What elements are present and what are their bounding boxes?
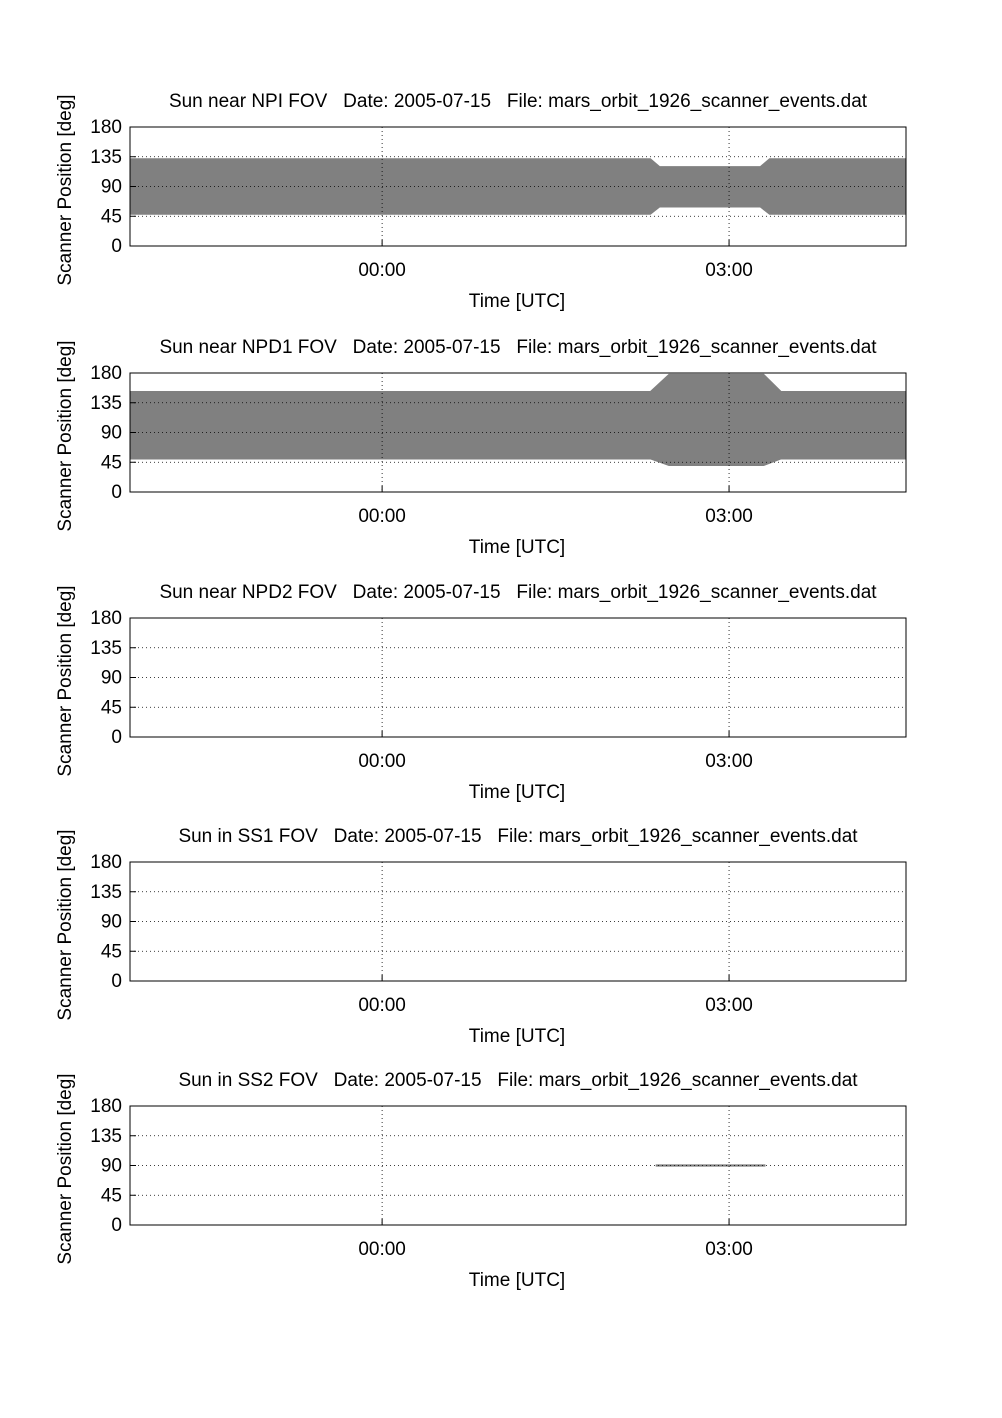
x-tick-label: 03:00: [705, 260, 753, 281]
x-tick-label: 00:00: [358, 995, 406, 1016]
y-tick-label: 180: [90, 363, 122, 384]
y-tick-label: 90: [101, 668, 122, 689]
y-tick-label: 90: [101, 912, 122, 933]
y-tick-label: 90: [101, 177, 122, 198]
plot-frame: [129, 126, 907, 247]
y-tick-label: 45: [101, 206, 122, 227]
y-axis-label: Scanner Position [deg]: [55, 1073, 76, 1264]
y-tick-label: 45: [101, 452, 122, 473]
x-axis-label: Time [UTC]: [469, 291, 565, 312]
x-tick-label: 00:00: [358, 751, 406, 772]
plot-frame: [129, 1105, 907, 1226]
y-tick-label: 135: [90, 147, 122, 168]
y-tick-label: 135: [90, 882, 122, 903]
y-tick-label: 45: [101, 1185, 122, 1206]
x-tick-label: 03:00: [705, 1239, 753, 1260]
chart-title: Sun in SS1 FOV Date: 2005-07-15 File: ma…: [178, 826, 858, 847]
chart-title: Sun near NPI FOV Date: 2005-07-15 File: …: [169, 91, 868, 112]
y-tick-label: 135: [90, 393, 122, 414]
y-tick-label: 0: [111, 236, 122, 257]
y-tick-label: 135: [90, 638, 122, 659]
x-axis-label: Time [UTC]: [469, 782, 565, 803]
plot-frame: [129, 617, 907, 738]
y-tick-label: 180: [90, 608, 122, 629]
y-tick-label: 0: [111, 971, 122, 992]
y-axis-label: Scanner Position [deg]: [55, 340, 76, 531]
y-tick-label: 180: [90, 117, 122, 138]
y-tick-label: 0: [111, 727, 122, 748]
y-tick-label: 0: [111, 482, 122, 503]
plot-frame: [129, 372, 907, 493]
x-tick-label: 00:00: [358, 506, 406, 527]
y-tick-label: 180: [90, 852, 122, 873]
y-tick-label: 180: [90, 1096, 122, 1117]
x-tick-label: 03:00: [705, 751, 753, 772]
chart-title: Sun near NPD1 FOV Date: 2005-07-15 File:…: [159, 337, 877, 358]
y-tick-label: 0: [111, 1215, 122, 1236]
plot-frame: [129, 861, 907, 982]
x-axis-label: Time [UTC]: [469, 1270, 565, 1291]
chart-title: Sun in SS2 FOV Date: 2005-07-15 File: ma…: [178, 1070, 858, 1091]
x-tick-label: 03:00: [705, 506, 753, 527]
x-axis-label: Time [UTC]: [469, 537, 565, 558]
y-tick-label: 45: [101, 941, 122, 962]
y-axis-label: Scanner Position [deg]: [55, 829, 76, 1020]
y-tick-label: 45: [101, 697, 122, 718]
y-tick-label: 90: [101, 423, 122, 444]
y-axis-label: Scanner Position [deg]: [55, 94, 76, 285]
x-tick-label: 03:00: [705, 995, 753, 1016]
y-tick-label: 135: [90, 1126, 122, 1147]
x-tick-label: 00:00: [358, 260, 406, 281]
x-tick-label: 00:00: [358, 1239, 406, 1260]
y-axis-label: Scanner Position [deg]: [55, 585, 76, 776]
y-tick-label: 90: [101, 1156, 122, 1177]
chart-title: Sun near NPD2 FOV Date: 2005-07-15 File:…: [159, 582, 877, 603]
x-axis-label: Time [UTC]: [469, 1026, 565, 1047]
